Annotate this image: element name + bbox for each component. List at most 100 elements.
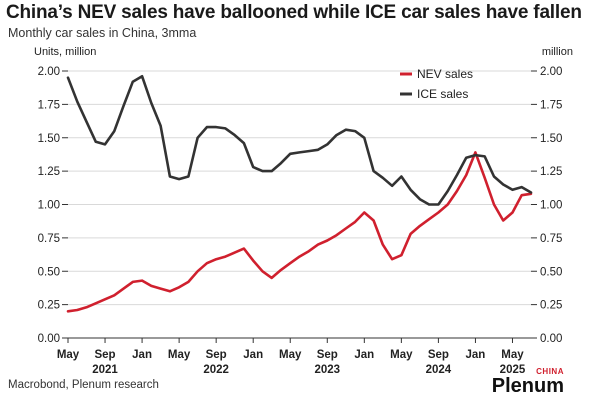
data-point — [67, 77, 69, 79]
data-point — [511, 211, 514, 214]
x-tick-label: Sep — [94, 349, 115, 361]
data-point — [280, 162, 282, 164]
data-point — [345, 227, 347, 230]
data-point — [123, 288, 125, 290]
data-point — [428, 203, 430, 206]
data-point — [474, 154, 476, 156]
data-point — [456, 190, 458, 192]
data-point — [400, 254, 402, 256]
data-point — [419, 198, 421, 200]
x-tick-label: May — [168, 349, 191, 361]
data-point — [76, 101, 78, 103]
y-tick-label-left: 1.75 — [38, 99, 60, 111]
data-point — [280, 269, 282, 271]
data-point — [317, 244, 319, 246]
x-tick-label: Jan — [132, 349, 152, 361]
data-point — [132, 81, 134, 83]
data-point — [326, 143, 328, 145]
data-point — [85, 306, 88, 308]
logo-tag: CHINA — [536, 367, 564, 376]
data-point — [335, 134, 338, 136]
data-point — [308, 250, 310, 252]
x-tick-label: Sep — [428, 349, 449, 361]
legend-label: NEV sales — [417, 67, 473, 81]
x-tick-label: May — [279, 349, 302, 361]
data-point — [382, 177, 384, 179]
data-point — [215, 258, 217, 260]
data-point — [261, 170, 264, 172]
right-axis-label: million — [542, 46, 573, 58]
x-tick-label: Sep — [206, 349, 227, 361]
data-point — [484, 155, 486, 157]
data-point — [104, 143, 106, 145]
data-point — [197, 137, 199, 139]
source-note: Macrobond, Plenum research — [8, 379, 159, 391]
data-point — [354, 130, 356, 132]
data-point — [437, 203, 439, 206]
x-year-label: 2023 — [314, 364, 340, 376]
data-point — [252, 166, 254, 168]
y-tick-label-right: 0.75 — [540, 233, 562, 245]
data-point — [160, 125, 162, 127]
y-tick-label-left: 0.75 — [38, 233, 60, 245]
data-point — [298, 256, 301, 258]
data-point — [474, 151, 476, 153]
data-point — [234, 134, 236, 136]
data-point — [502, 183, 504, 186]
y-tick-label-left: 1.50 — [38, 133, 60, 145]
data-point — [465, 157, 467, 159]
y-tick-label-left: 0.25 — [38, 300, 60, 312]
data-point — [521, 194, 523, 196]
data-point — [187, 281, 189, 283]
x-tick-label: Sep — [317, 349, 338, 361]
x-year-label: 2021 — [92, 364, 118, 376]
data-point — [335, 234, 338, 236]
data-point — [113, 294, 115, 296]
data-point — [428, 218, 430, 220]
data-point — [224, 256, 226, 258]
y-tick-label-left: 1.00 — [38, 200, 60, 212]
y-tick-label-right: 2.00 — [540, 66, 562, 78]
data-point — [447, 203, 449, 206]
data-point — [123, 105, 125, 107]
data-point — [289, 153, 291, 155]
data-point — [95, 302, 97, 304]
data-point — [484, 177, 486, 179]
data-point — [363, 137, 365, 139]
data-point — [67, 310, 69, 312]
data-point — [187, 175, 189, 178]
data-point — [308, 150, 310, 152]
x-year-label: 2022 — [203, 364, 229, 376]
chart-subtitle: Monthly car sales in China, 3mma — [8, 26, 197, 40]
data-point — [354, 221, 356, 223]
y-tick-label-right: 1.75 — [540, 99, 562, 111]
data-point — [178, 178, 180, 180]
x-tick-label: Jan — [243, 349, 263, 361]
data-point — [85, 121, 88, 123]
data-point — [160, 288, 162, 290]
chart-title: China’s NEV sales have ballooned while I… — [6, 2, 582, 23]
data-point — [224, 127, 226, 129]
y-tick-label-left: 2.00 — [38, 66, 60, 78]
y-tick-label-left: 0.00 — [38, 333, 60, 345]
x-tick-label: May — [501, 349, 524, 361]
data-point — [243, 248, 245, 250]
data-point — [437, 211, 439, 214]
data-point — [391, 258, 393, 260]
data-point — [271, 170, 273, 172]
data-point — [113, 130, 115, 132]
data-point — [234, 252, 236, 254]
left-axis-label: Units, million — [34, 46, 96, 58]
data-point — [289, 262, 291, 264]
nev-sales-line — [66, 151, 533, 313]
legend-label: ICE sales — [417, 87, 468, 101]
data-point — [465, 174, 467, 176]
data-point — [502, 219, 504, 222]
y-tick-label-right: 0.00 — [540, 333, 562, 345]
x-tick-label: Jan — [466, 349, 486, 361]
data-point — [141, 280, 143, 282]
data-point — [215, 126, 217, 128]
data-point — [400, 175, 402, 178]
data-point — [141, 75, 143, 77]
